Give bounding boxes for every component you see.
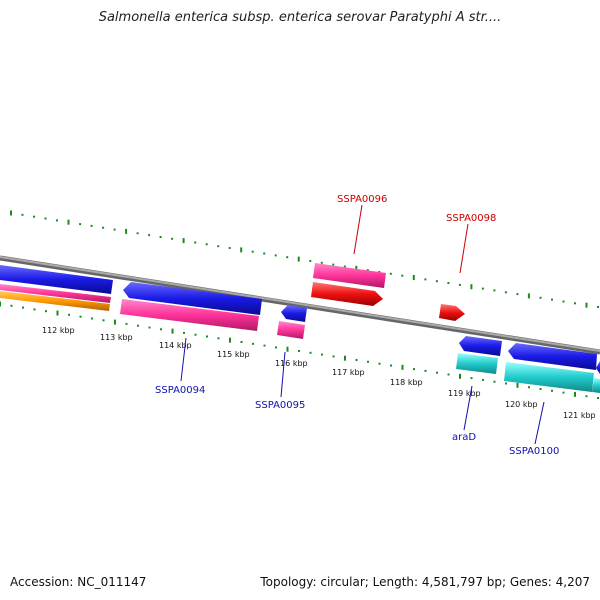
leader-arad <box>463 385 473 431</box>
kbp-scale-labels: 112 kbp 113 kbp 114 kbp 115 kbp 116 kbp … <box>42 326 596 420</box>
gene-arad-blue[interactable] <box>459 336 502 356</box>
gene-leader-lines <box>180 204 545 445</box>
kbp-label-116: 116 kbp <box>275 359 308 368</box>
gene-red-arrow-1[interactable] <box>311 282 383 306</box>
kbp-label-118: 118 kbp <box>390 378 423 387</box>
gene-label-sspa0098[interactable]: SSPA0098 <box>446 213 496 224</box>
kbp-label-117: 117 kbp <box>332 368 365 377</box>
reverse-strand-genes <box>0 265 600 393</box>
gene-edge-cyan[interactable] <box>592 378 600 393</box>
gene-label-sspa0095[interactable]: SSPA0095 <box>255 400 305 411</box>
gene-label-sspa0094[interactable]: SSPA0094 <box>155 385 205 396</box>
leader-sspa0098 <box>459 223 469 274</box>
kbp-label-113: 113 kbp <box>100 333 133 342</box>
gene-sspa0098-feature[interactable] <box>439 304 465 321</box>
gene-orange-left[interactable] <box>0 291 110 311</box>
leader-sspa0096 <box>353 204 363 255</box>
kbp-label-121: 121 kbp <box>563 411 596 420</box>
kbp-label-120: 120 kbp <box>505 400 538 409</box>
genome-backbone <box>0 255 600 355</box>
gene-blue-sspa0094[interactable] <box>123 282 262 315</box>
map-title: Salmonella enterica subsp. enterica sero… <box>98 10 502 25</box>
gene-sspa0096-feature[interactable] <box>313 263 386 288</box>
gene-sspa0094-feature[interactable] <box>120 299 259 331</box>
kbp-label-112: 112 kbp <box>42 326 75 335</box>
leader-sspa0100 <box>534 401 545 445</box>
outer-tick-ring <box>10 210 599 308</box>
gene-edge-blue[interactable] <box>596 361 600 374</box>
gene-pink-left[interactable] <box>0 284 111 303</box>
gene-blue-left-1[interactable] <box>0 265 113 294</box>
gene-arad-feature[interactable] <box>456 353 498 374</box>
inner-tick-ring <box>0 301 599 399</box>
leader-sspa0095 <box>280 351 286 398</box>
leader-sspa0094 <box>180 337 187 382</box>
gene-label-sspa0100[interactable]: SSPA0100 <box>509 446 559 457</box>
gene-blue-small[interactable] <box>281 305 307 322</box>
gene-sspa0100-feature[interactable] <box>504 362 594 392</box>
genome-summary: Topology: circular; Length: 4,581,797 bp… <box>260 575 590 589</box>
kbp-label-115: 115 kbp <box>217 350 250 359</box>
kbp-label-119: 119 kbp <box>448 389 481 398</box>
kbp-label-114: 114 kbp <box>159 341 192 350</box>
forward-strand-genes <box>311 263 465 321</box>
accession-label: Accession: NC_011147 <box>10 575 147 589</box>
gene-label-arad[interactable]: araD <box>452 432 476 443</box>
gene-sspa0095-feature[interactable] <box>277 321 305 339</box>
gene-blue-sspa0100[interactable] <box>508 343 597 370</box>
gene-labels: SSPA0096 SSPA0098 SSPA0094 SSPA0095 araD… <box>155 194 559 457</box>
gene-label-sspa0096[interactable]: SSPA0096 <box>337 194 387 205</box>
